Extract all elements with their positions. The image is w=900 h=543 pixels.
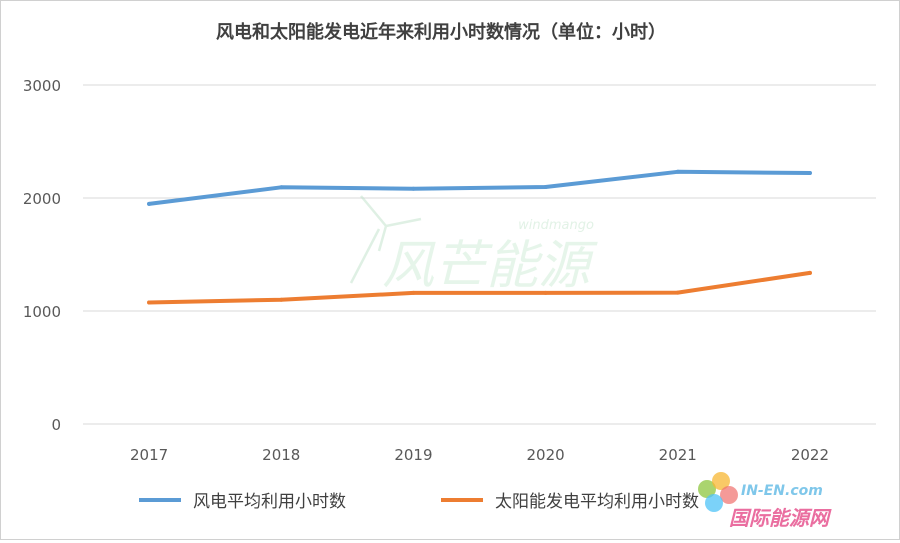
data-point	[675, 290, 680, 295]
data-point	[147, 300, 152, 305]
data-point	[807, 270, 812, 275]
data-point	[543, 185, 548, 190]
x-tick-label: 2021	[659, 446, 697, 464]
x-axis-ticks: 2017 2018 2019 2020 2021 2022	[130, 446, 829, 464]
y-tick-label: 2000	[23, 190, 61, 208]
watermark-corner-english: IN-EN.com	[741, 483, 823, 499]
watermark-english: windmango	[518, 218, 594, 233]
data-point	[279, 185, 284, 190]
series-line-wind	[147, 169, 812, 206]
watermark-corner-chinese: 国际能源网	[729, 506, 832, 530]
legend-label-wind: 风电平均利用小时数	[193, 492, 346, 512]
data-point	[675, 169, 680, 174]
watermark-chinese: 风芒能源	[382, 236, 598, 296]
data-point	[147, 201, 152, 206]
legend-label-solar: 太阳能发电平均利用小时数	[495, 492, 699, 512]
series-line-solar	[147, 270, 812, 305]
chart-title: 风电和太阳能发电近年来利用小时数情况（单位：小时）	[216, 21, 666, 43]
flower-logo-icon	[698, 472, 738, 512]
x-tick-label: 2022	[791, 446, 829, 464]
data-point	[411, 290, 416, 295]
x-tick-label: 2019	[394, 446, 432, 464]
data-point	[543, 290, 548, 295]
y-axis-ticks: 0 1000 2000 3000	[23, 77, 61, 434]
x-tick-label: 2017	[130, 446, 168, 464]
y-tick-label: 1000	[23, 303, 61, 321]
y-tick-label: 0	[51, 416, 61, 434]
windmango-watermark: windmango 风芒能源	[349, 195, 598, 296]
x-tick-label: 2020	[526, 446, 564, 464]
y-tick-label: 3000	[23, 77, 61, 95]
x-tick-label: 2018	[262, 446, 300, 464]
data-point	[411, 186, 416, 191]
data-point	[807, 171, 812, 176]
wind-turbine-logo	[349, 195, 422, 284]
gridlines	[83, 84, 876, 425]
series-lines	[147, 169, 812, 305]
data-point	[279, 297, 284, 302]
legend: 风电平均利用小时数 太阳能发电平均利用小时数	[139, 492, 699, 512]
in-en-watermark: IN-EN.com 国际能源网	[698, 472, 832, 530]
